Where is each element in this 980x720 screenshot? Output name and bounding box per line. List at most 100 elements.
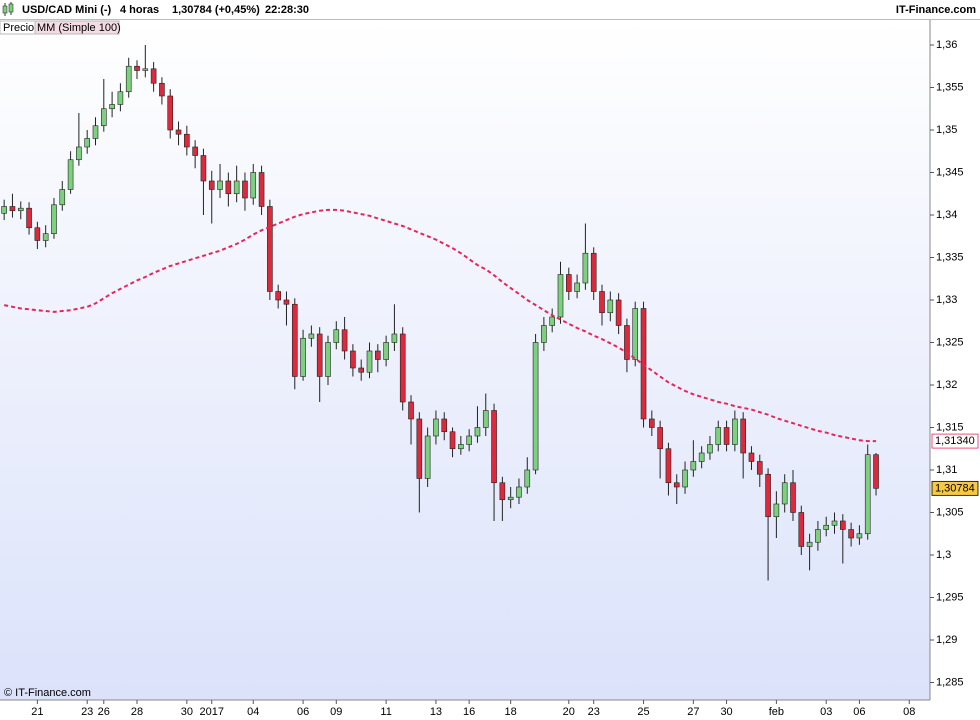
candle-body: [408, 401, 414, 420]
moving-average: [3, 208, 876, 443]
candle-body: [167, 95, 174, 131]
x-tick-label: 16: [463, 706, 475, 718]
y-tick-label: 1,34: [936, 209, 957, 221]
candle-body: [756, 461, 763, 475]
candle-body: [856, 533, 863, 539]
candle-body: [250, 172, 257, 199]
x-tick-label: 09: [330, 706, 342, 718]
candle-body: [341, 329, 348, 352]
candle-body: [383, 342, 389, 360]
candle-body: [466, 435, 472, 445]
candle-body: [541, 325, 547, 343]
candle-body: [682, 469, 688, 488]
candle-body: [92, 125, 99, 139]
y-tick-label: 1,335: [936, 251, 964, 263]
legend-box: [34, 20, 120, 35]
candle-body: [632, 308, 639, 360]
price-tag: [931, 480, 979, 496]
x-tick-label: feb: [769, 706, 784, 718]
candle-body: [748, 452, 755, 462]
y-tick-label: 1,285: [936, 676, 964, 688]
x-tick-label: 03: [820, 706, 832, 718]
y-tick-label: 1,33: [936, 294, 957, 306]
y-tick-label: 1,35: [936, 124, 957, 136]
candle-body: [258, 172, 265, 207]
header-icon: [2, 2, 14, 16]
candle-body: [474, 427, 481, 437]
y-tick-label: 1,315: [936, 421, 964, 433]
candle-body: [499, 482, 506, 501]
candle-body: [582, 252, 589, 284]
candle-body: [557, 274, 564, 318]
x-tick-label: 21: [31, 706, 43, 718]
candle-body: [150, 68, 157, 84]
candle-body: [358, 367, 365, 373]
x-tick-label: 06: [853, 706, 865, 718]
candle-body: [690, 461, 697, 471]
candle-body: [291, 303, 298, 377]
x-tick-label: 2017: [199, 706, 223, 718]
legend-entry: Precio: [3, 22, 34, 34]
candle-body: [308, 333, 315, 339]
candle-body: [125, 65, 132, 93]
candle-body: [175, 129, 182, 135]
candle-body: [350, 350, 356, 369]
candle-body: [42, 233, 49, 241]
candle-body: [109, 104, 115, 110]
period: 4 horas: [120, 4, 159, 16]
candle-body: [84, 138, 90, 148]
x-tick-label: 30: [181, 706, 193, 718]
candle-body: [59, 189, 66, 206]
x-tick-label: 25: [637, 706, 649, 718]
candle-body: [649, 418, 655, 428]
candle-body: [732, 418, 738, 445]
time: 22:28:30: [265, 4, 309, 16]
candle-body: [67, 159, 74, 190]
candle-body: [325, 342, 331, 377]
y-tick-label: 1,31: [936, 464, 957, 476]
candle-body: [300, 337, 306, 377]
candle-body: [599, 291, 605, 314]
candle-body: [707, 444, 713, 454]
quote: 1,30784 (+0,45%): [172, 4, 260, 16]
candle-body: [507, 496, 514, 501]
candle-body: [117, 91, 124, 105]
candle-body: [100, 108, 107, 127]
candle-body: [399, 333, 406, 403]
brand: IT-Finance.com: [896, 4, 976, 16]
candle-body: [76, 146, 82, 161]
candle-body: [333, 329, 340, 343]
y-tick-label: 1,295: [936, 591, 964, 603]
y-tick-label: 1,3: [936, 549, 951, 561]
candle-body: [723, 427, 730, 445]
candle-body: [665, 448, 672, 484]
candle-body: [532, 342, 539, 471]
candle-body: [391, 333, 398, 343]
candle-body: [607, 299, 614, 314]
candle-body: [208, 180, 215, 190]
x-tick-label: 27: [687, 706, 699, 718]
price-tag: [931, 433, 979, 449]
candle-body: [283, 299, 290, 305]
candle-body: [806, 541, 813, 547]
x-tick-label: 06: [297, 706, 309, 718]
candle-body: [275, 291, 281, 301]
price-tag-label: 1,30784: [935, 482, 975, 494]
candle-body: [267, 206, 273, 292]
candle-body: [549, 316, 555, 326]
candle-body: [366, 350, 373, 373]
candle-body: [848, 529, 854, 539]
candle-body: [524, 469, 531, 488]
candle-body: [9, 206, 16, 212]
y-tick-label: 1,325: [936, 336, 964, 348]
candle-body: [441, 418, 448, 433]
x-tick-label: 13: [430, 706, 442, 718]
candle-body: [765, 473, 771, 518]
candle-body: [574, 282, 580, 292]
candle-body: [740, 418, 746, 454]
price-tag-label: 1,31340: [935, 435, 975, 447]
y-tick-label: 1,345: [936, 166, 964, 178]
candle-body: [416, 418, 423, 479]
candle-body: [458, 444, 464, 450]
y-tick-label: 1,305: [936, 506, 964, 518]
